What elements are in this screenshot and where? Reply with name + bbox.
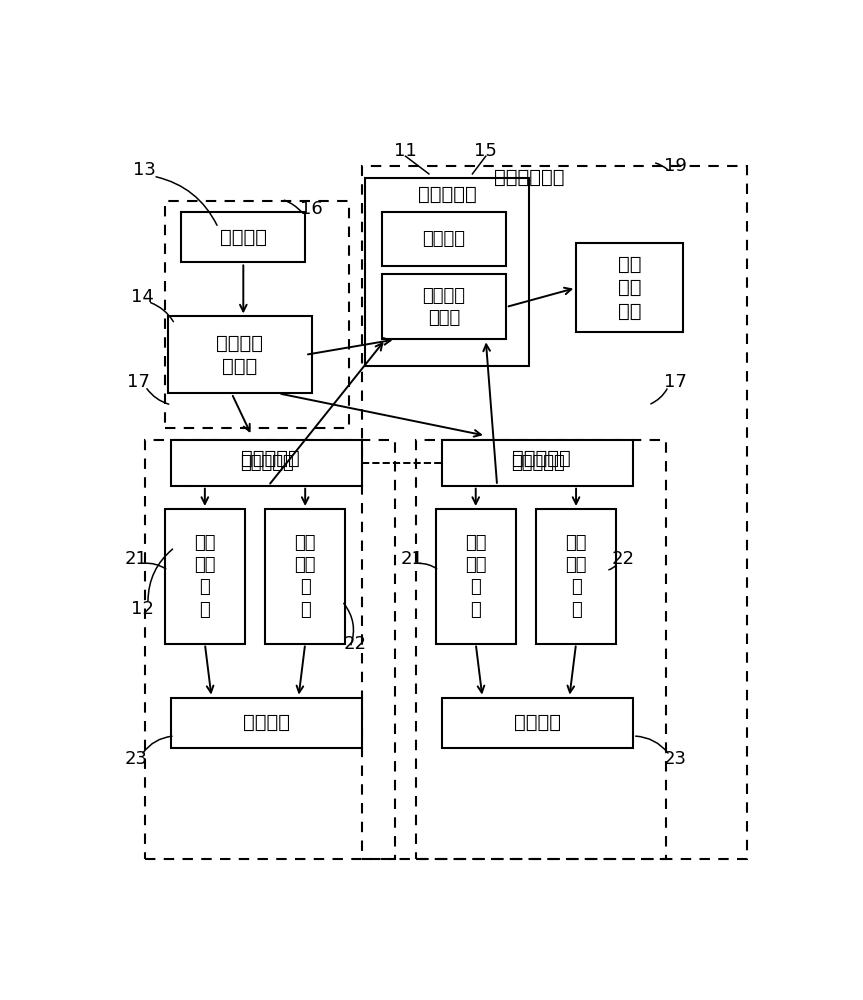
Bar [265, 509, 345, 644]
Bar [382, 212, 506, 266]
Bar [576, 243, 683, 332]
Text: 前端
展现
模块: 前端 展现 模块 [618, 254, 641, 320]
Text: 分组
统计
单
元: 分组 统计 单 元 [294, 534, 316, 619]
Bar [165, 509, 245, 644]
Text: 16: 16 [300, 200, 324, 218]
Text: 13: 13 [133, 161, 156, 179]
Text: 17: 17 [127, 373, 150, 391]
Text: 分组
统计
单
元: 分组 统计 单 元 [565, 534, 587, 619]
Bar [416, 440, 666, 859]
Text: 节点数据库: 节点数据库 [240, 454, 293, 472]
Bar [181, 212, 306, 262]
Text: 节点数据库: 节点数据库 [511, 454, 564, 472]
Text: 计数
统计
单
元: 计数 统计 单 元 [465, 534, 487, 619]
Text: 17: 17 [664, 373, 686, 391]
Bar [365, 178, 529, 366]
Text: 并行计算系统: 并行计算系统 [494, 168, 564, 187]
Bar [382, 274, 506, 339]
Bar [168, 316, 312, 393]
Text: 节点服务器: 节点服务器 [241, 449, 299, 468]
Text: 22: 22 [611, 550, 634, 568]
Text: 源数据库: 源数据库 [220, 228, 267, 247]
Text: 23: 23 [664, 750, 687, 768]
Bar [442, 440, 633, 486]
Text: 21: 21 [124, 550, 148, 568]
Text: 22: 22 [343, 635, 367, 653]
Text: 计数
统计
单
元: 计数 统计 单 元 [194, 534, 216, 619]
Text: 主处理器: 主处理器 [423, 230, 465, 248]
Text: 数据分割
服务器: 数据分割 服务器 [217, 334, 263, 376]
Text: 汇总服务器: 汇总服务器 [418, 185, 476, 204]
Text: 23: 23 [124, 750, 148, 768]
Text: 19: 19 [664, 157, 686, 175]
Bar [536, 509, 616, 644]
Text: 11: 11 [394, 142, 417, 160]
Text: 21: 21 [400, 550, 424, 568]
Bar [172, 698, 362, 748]
Bar [165, 201, 349, 428]
Text: 节点服务器: 节点服务器 [512, 449, 570, 468]
Text: 临时表存
储单元: 临时表存 储单元 [423, 287, 465, 327]
Bar [145, 440, 395, 859]
Bar [362, 166, 746, 859]
Text: 14: 14 [131, 288, 154, 306]
Text: 15: 15 [475, 142, 497, 160]
Bar [442, 698, 633, 748]
Bar [436, 509, 516, 644]
Text: 解析单元: 解析单元 [514, 713, 561, 732]
Text: 解析单元: 解析单元 [243, 713, 290, 732]
Text: 12: 12 [131, 600, 154, 618]
Bar [172, 440, 362, 486]
